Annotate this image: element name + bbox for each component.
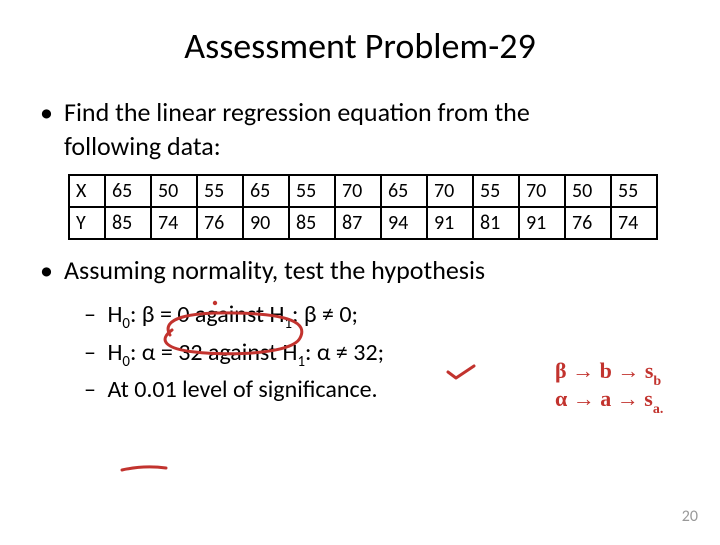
cell: 70 [427, 175, 473, 207]
cell: 85 [289, 207, 335, 239]
cell: 87 [335, 207, 381, 239]
bullet-1-line1: Find the linear regression equation from… [64, 96, 530, 128]
cell: 55 [611, 175, 657, 207]
bullet-2-suffix: test the hypothesis [278, 254, 485, 286]
txt: H [107, 338, 122, 367]
cell: 50 [151, 175, 197, 207]
bullet-1-line2: following data: [64, 130, 221, 162]
cell: 55 [197, 175, 243, 207]
cell: 65 [243, 175, 289, 207]
underline-annotation [122, 467, 166, 470]
cell: 90 [243, 207, 289, 239]
subscript: 0 [122, 314, 130, 332]
cell: 76 [197, 207, 243, 239]
subscript: 1 [284, 314, 292, 332]
cell: 74 [151, 207, 197, 239]
txt: : β ≠ 0; [292, 300, 358, 329]
hypothesis-line-1: – H0: β = 0 against H1: β ≠ 0; [84, 297, 680, 334]
bullet-2-prefix: Assuming [64, 254, 172, 286]
sub-list: – H0: β = 0 against H1: β ≠ 0; – H0: α =… [40, 297, 680, 407]
cell: 55 [473, 175, 519, 207]
txt: At [107, 375, 134, 404]
page-number: 20 [682, 507, 698, 526]
table-row: Y 85 74 76 90 85 87 94 91 81 91 76 74 [69, 207, 657, 239]
cell: 91 [427, 207, 473, 239]
subscript: 0 [122, 351, 130, 369]
bullet-1: Find the linear regression equation from… [40, 96, 680, 164]
bullet-list: Find the linear regression equation from… [40, 96, 680, 408]
txt: : α ≠ 32; [305, 338, 384, 367]
slide-title: Assessment Problem-29 [40, 24, 680, 68]
cell: 76 [565, 207, 611, 239]
row-head: X [69, 175, 105, 207]
table-row: X 65 50 55 65 55 70 65 70 55 70 50 55 [69, 175, 657, 207]
cell: 70 [335, 175, 381, 207]
data-table: X 65 50 55 65 55 70 65 70 55 70 50 55 Y … [68, 174, 658, 240]
cell: 50 [565, 175, 611, 207]
txt: : β = 0 against H [130, 300, 285, 329]
cell: 85 [105, 207, 151, 239]
bullet-2: Assuming normality, test the hypothesis [40, 254, 680, 288]
cell: 65 [381, 175, 427, 207]
cell: 65 [105, 175, 151, 207]
row-head: Y [69, 207, 105, 239]
significance-value: 0.01 [134, 375, 177, 404]
txt: level of significance. [177, 375, 378, 404]
txt: : α = 32 against H [130, 338, 298, 367]
cell: 94 [381, 207, 427, 239]
cell: 74 [611, 207, 657, 239]
cell: 91 [519, 207, 565, 239]
txt: H [107, 300, 122, 329]
data-table-wrap: X 65 50 55 65 55 70 65 70 55 70 50 55 Y … [68, 174, 680, 240]
cell: 55 [289, 175, 335, 207]
hypothesis-line-2: – H0: α = 32 against H1: α ≠ 32; [84, 335, 680, 372]
subscript: 1 [297, 351, 305, 369]
hypothesis-line-3: – At 0.01 level of significance. [84, 372, 680, 408]
cell: 81 [473, 207, 519, 239]
cell: 70 [519, 175, 565, 207]
bullet-2-circled-word: normality, [172, 254, 279, 286]
